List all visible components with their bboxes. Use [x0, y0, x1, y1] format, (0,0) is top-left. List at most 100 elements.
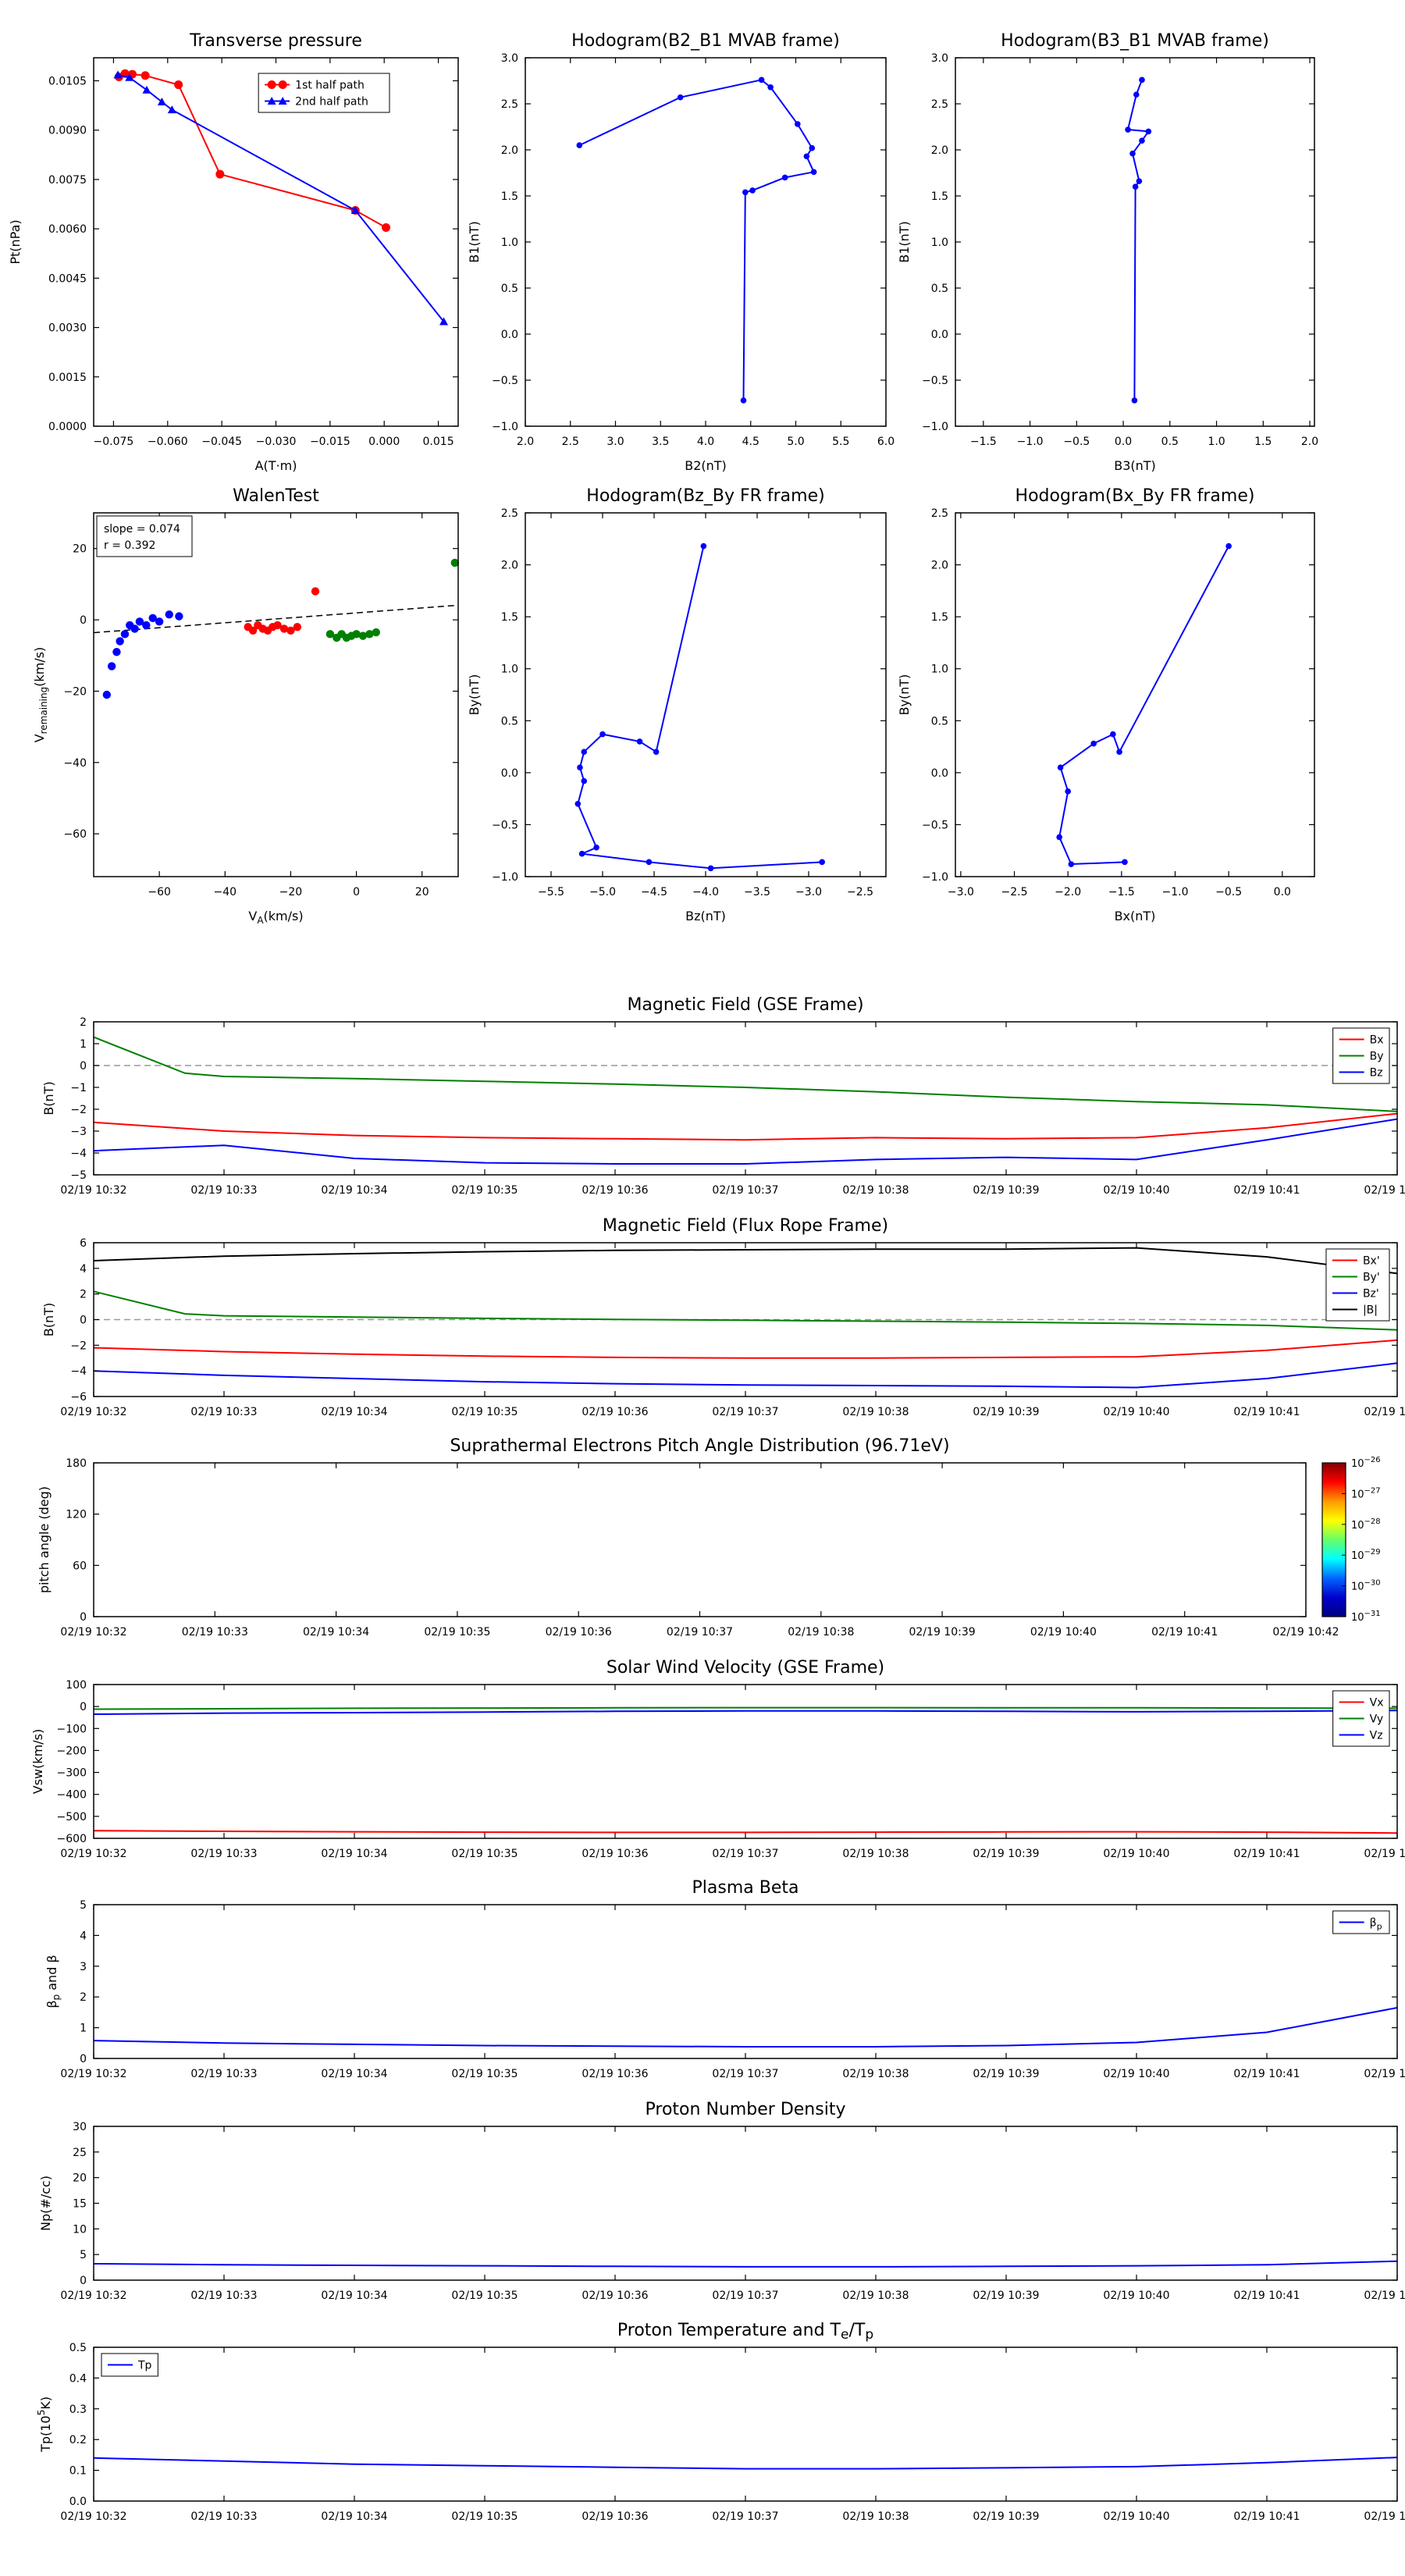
y-tick-label: 0: [80, 1701, 87, 1713]
y-tick-label: −1.0: [922, 871, 948, 884]
x-tick-label: 02/19 10:32: [60, 1848, 126, 1860]
x-tick-label: 02/19 10:32: [60, 2510, 126, 2523]
x-tick-label: 02/19 10:34: [321, 1406, 387, 1418]
y-axis-label: pitch angle (deg): [37, 1486, 52, 1593]
y-tick-label: 25: [73, 2147, 87, 2159]
y-tick-label: 6: [80, 1237, 87, 1250]
x-tick-label: 02/19 10:36: [546, 1626, 612, 1638]
x-tick-label: 4.5: [742, 436, 759, 448]
x-tick-label: 02/19 10:41: [1233, 2068, 1300, 2080]
x-tick-label: 02/19 10:33: [190, 2068, 257, 2080]
legend-label: |B|: [1363, 1304, 1378, 1317]
y-axis-label: B(nT): [41, 1081, 56, 1115]
y-tick-label: 0.0000: [48, 421, 87, 433]
x-tick-label: 02/19 10:35: [451, 2510, 518, 2523]
x-tick-label: −0.045: [201, 436, 242, 448]
y-tick-label: 1.0: [501, 237, 518, 249]
y-tick-label: 120: [66, 1509, 87, 1521]
legend-label: By: [1370, 1051, 1384, 1063]
y-tick-label: 0: [80, 1315, 87, 1327]
legend-label: Vy: [1370, 1713, 1384, 1726]
y-tick-label: 0.0105: [48, 76, 87, 88]
x-tick-label: 02/19 10:37: [712, 2068, 778, 2080]
chart-hodogram-bz-by: −5.5 −5.0 −4.5 −4.0 −3.5 −3.0 −2.5 −1.0 −0.5 0.0 0…: [467, 486, 887, 923]
colorbar: 10−26 10−27 10−28 10−29 10−30 10−31: [1321, 1456, 1381, 1624]
chart-title: Transverse pressure: [189, 31, 362, 51]
x-tick-label: 02/19 10:34: [321, 2290, 387, 2302]
y-tick-label: 0.3: [69, 2403, 87, 2416]
x-tick-label: 02/19 10:36: [582, 1848, 648, 1860]
x-tick-label: 02/19 10:33: [190, 1184, 257, 1197]
axes-frame: [93, 512, 459, 877]
y-tick-label: 1: [80, 2023, 87, 2035]
legend-label: Bz: [1370, 1067, 1383, 1080]
y-axis-label: By(nT): [897, 674, 912, 716]
x-tick-label: 02/19 10:41: [1151, 1626, 1218, 1638]
x-tick-label: −3.0: [795, 886, 822, 898]
x-tick-label: −0.075: [94, 436, 134, 448]
x-tick-label: 02/19 10:41: [1233, 2290, 1300, 2302]
x-tick-label: 02/19 10:42: [1364, 1848, 1405, 1860]
chart-title: Hodogram(Bz_By FR frame): [586, 486, 824, 506]
y-tick-label: 1.5: [501, 611, 518, 624]
x-tick-label: 02/19 10:38: [842, 1184, 909, 1197]
chart-title: Magnetic Field (Flux Rope Frame): [603, 1216, 888, 1236]
axes-frame: [955, 512, 1315, 877]
legend-label: Bz': [1363, 1288, 1379, 1300]
y-tick-label: 0.4: [69, 2372, 87, 2385]
x-tick-label: 02/19 10:41: [1233, 1184, 1300, 1197]
x-tick-label: 02/19 10:32: [60, 2068, 126, 2080]
x-tick-label: −3.0: [948, 886, 974, 898]
x-tick-label: 02/19 10:34: [321, 2068, 387, 2080]
x-tick-label: 02/19 10:35: [451, 1406, 518, 1418]
legend-label: 1st half path: [295, 80, 365, 92]
y-axis-label: Tp(105K): [36, 2396, 53, 2453]
x-tick-label: 02/19 10:32: [60, 2290, 126, 2302]
x-tick-label: 02/19 10:34: [321, 1848, 387, 1860]
x-tick-label: 0.015: [423, 436, 454, 448]
y-tick-label: 0.0: [501, 329, 518, 341]
y-tick-label: −600: [57, 1833, 87, 1845]
annotation-text: r = 0.392: [104, 539, 155, 552]
x-tick-label: −5.5: [538, 886, 564, 898]
y-tick-label: 0.0: [69, 2496, 87, 2508]
chart-title: Proton Temperature and Te/Tp: [617, 2321, 873, 2343]
y-tick-label: 1.0: [931, 237, 948, 249]
legend: Tp: [101, 2353, 158, 2377]
axes-frame: [93, 1904, 1398, 2059]
chart-solar-wind-velocity: 02/19 10:32 02/19 10:33 02/19 10:34 02/19 1…: [30, 1658, 1405, 1860]
y-axis-label: Vsw(km/s): [30, 1729, 45, 1794]
x-tick-label: 02/19 10:38: [842, 2510, 909, 2523]
chart-title: Plasma Beta: [692, 1878, 799, 1898]
x-tick-label: 02/19 10:36: [582, 2510, 648, 2523]
y-axis-label: βp and β: [44, 1955, 62, 2008]
y-tick-label: 2.0: [931, 144, 948, 157]
legend: βp: [1332, 1910, 1390, 1934]
y-tick-label: 2.5: [501, 507, 518, 520]
y-tick-label: 15: [73, 2198, 87, 2211]
x-tick-label: 02/19 10:38: [842, 2290, 909, 2302]
x-tick-label: 20: [415, 886, 429, 898]
y-tick-label: 4: [80, 1930, 87, 1942]
chart-proton-number-density: 02/19 10:32 02/19 10:33 02/19 10:34 02/19 1…: [38, 2100, 1405, 2302]
x-tick-label: 02/19 10:40: [1103, 1406, 1169, 1418]
x-tick-label: −1.5: [970, 436, 997, 448]
x-tick-label: 0.0: [1115, 436, 1132, 448]
chart-hodogram-b3-b1: −1.5 −1.0 −0.5 0.0 0.5 1.0 1.5 2.0 −1.0 −0.5 0.0 0.…: [897, 31, 1318, 473]
y-tick-label: −20: [63, 685, 87, 698]
legend: Vx Vy Vz: [1332, 1690, 1390, 1747]
x-tick-label: 02/19 10:38: [842, 1406, 909, 1418]
y-tick-label: 0.0045: [48, 272, 87, 285]
x-tick-label: −5.0: [589, 886, 616, 898]
x-tick-label: 02/19 10:42: [1364, 2068, 1405, 2080]
x-tick-label: 02/19 10:32: [60, 1626, 126, 1638]
x-tick-label: −4.5: [641, 886, 667, 898]
x-tick-label: 02/19 10:33: [190, 1848, 257, 1860]
y-tick-label: 0.2: [69, 2434, 87, 2446]
y-tick-label: 0.0: [931, 329, 948, 341]
y-axis-label: B1(nT): [897, 221, 912, 263]
x-tick-label: 5.5: [832, 436, 849, 448]
chart-walen-test: −60 −40 −20 0 20 −60 −40 −20 0 20 WalenTest VA(km/s…: [32, 486, 459, 926]
chart-proton-temperature: 02/19 10:32 02/19 10:33 02/19 10:34 02/19 1…: [36, 2321, 1405, 2523]
